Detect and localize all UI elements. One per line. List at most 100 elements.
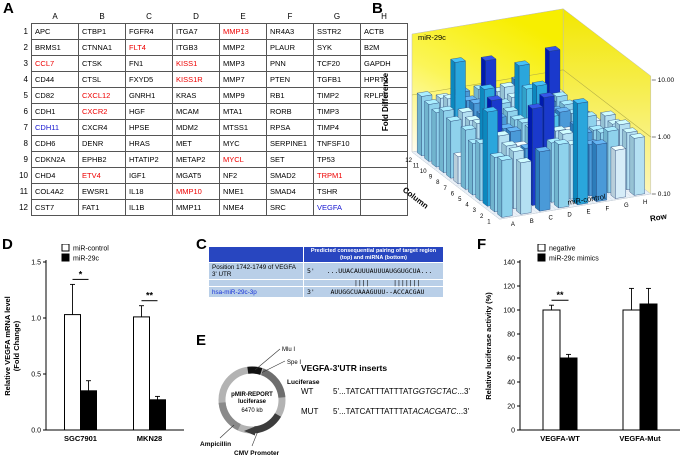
plasmid-name-line2: luciferase bbox=[238, 399, 267, 405]
gene-cell: TGFB1 bbox=[313, 71, 361, 88]
vegfa-mrna-bar-chart: Relative VEGFA mRNA level (Fold Change) 0.… bbox=[3, 244, 184, 443]
gene-cell: APC bbox=[31, 23, 79, 40]
col-header-row: A B C D E F G H bbox=[16, 10, 408, 24]
gene-cell: BRMS1 bbox=[31, 39, 79, 56]
bar-3d-face bbox=[520, 160, 532, 215]
bar-3d-face bbox=[535, 148, 540, 212]
y-axis-title: Row bbox=[649, 212, 668, 224]
bar-3d-face bbox=[475, 139, 481, 202]
panel-label-f: F bbox=[477, 236, 487, 253]
row-header: 12 bbox=[19, 203, 28, 212]
wt-insert-line: WT 5'...TATCATTTATTTATGGTGCTAC...3' bbox=[301, 387, 470, 396]
gene-cell: EPHB2 bbox=[78, 151, 126, 168]
bar-3d-face bbox=[552, 91, 568, 97]
bar-3d-face bbox=[431, 108, 437, 168]
gene-cell bbox=[360, 199, 408, 216]
bar-3d-face bbox=[450, 57, 466, 63]
legend-label: miR-29c bbox=[73, 256, 100, 263]
bar-3d-face bbox=[539, 149, 551, 212]
y-tick-label: 140 bbox=[503, 260, 515, 267]
luciferase-bar-chart: Relative luciferase activity (%) 0 20 40 60 8… bbox=[484, 244, 680, 443]
bar-3d-face bbox=[603, 126, 619, 132]
gene-cell: NME4 bbox=[219, 199, 267, 216]
ampicillin-segment bbox=[218, 402, 241, 431]
gene-cell: NF2 bbox=[219, 167, 267, 184]
gene-row: 11 COL4A2 EWSR1 IL18 MMP10 NME1 SMAD4 TSHR bbox=[16, 183, 408, 200]
gene-cell: MGAT5 bbox=[172, 167, 220, 184]
y-tick-label: 1.5 bbox=[31, 260, 41, 267]
row-header: 9 bbox=[23, 155, 28, 164]
z-tick-label: 1.00 bbox=[658, 134, 671, 141]
spe1-label: Spe I bbox=[287, 360, 301, 366]
mirna-label: hsa-miR-29c-3p bbox=[208, 286, 304, 299]
column-tick-label: 7 bbox=[443, 186, 447, 192]
position-label: Position 1742-1749 of VEGFA 3' UTR bbox=[208, 262, 304, 281]
panel-label-b: B bbox=[372, 0, 383, 17]
z-tick-label: 10.00 bbox=[658, 77, 675, 84]
gene-cell: VEGFA bbox=[313, 199, 361, 216]
mut-seq-italic: ACACGATC bbox=[412, 407, 457, 416]
gene-cell: KISS1R bbox=[172, 71, 220, 88]
plasmid-map: Mlu I Spe I Luciferase pMIR-REPORT lucif… bbox=[200, 347, 320, 457]
gene-row: 5 CD82 CXCL12 GNRH1 KRAS MMP9 RB1 TIMP2 RPLP0 bbox=[16, 87, 408, 104]
gene-cell: ITGA7 bbox=[172, 23, 220, 40]
gene-row: 6 CDH1 CXCR2 HGF MCAM MTA1 RORB TIMP3 bbox=[16, 103, 408, 120]
row-header: 10 bbox=[19, 171, 28, 180]
bar-3d-face bbox=[438, 107, 444, 174]
gene-cell: ETV4 bbox=[78, 167, 126, 184]
gene-cell: MMP2 bbox=[219, 39, 267, 56]
gene-cell: TCF20 bbox=[313, 55, 361, 72]
gene-cell: CTNNA1 bbox=[78, 39, 126, 56]
bar-3d-face bbox=[501, 140, 518, 147]
gene-cell: MMP3 bbox=[219, 55, 267, 72]
bar-3d-face bbox=[527, 103, 544, 109]
gene-cell: RORB bbox=[266, 103, 314, 120]
y-tick-label: 40 bbox=[507, 380, 515, 387]
y-tick-label: 0 bbox=[511, 428, 515, 435]
bar-3d-face bbox=[600, 110, 616, 117]
bar-3d-face bbox=[497, 156, 503, 218]
bar-3d-face bbox=[502, 106, 519, 112]
gene-cell: CTSL bbox=[78, 71, 126, 88]
bar-3d-face bbox=[572, 99, 578, 206]
gene-cell: FN1 bbox=[125, 55, 173, 72]
gene-cell: IL1B bbox=[125, 199, 173, 216]
gene-cell: CDKN2A bbox=[31, 151, 79, 168]
bar-3d-face bbox=[614, 119, 631, 125]
bar-3d-face bbox=[577, 101, 589, 206]
gene-cell: RPSA bbox=[266, 119, 314, 136]
gene-cell: CCL7 bbox=[31, 55, 79, 72]
bar-3d-face bbox=[480, 55, 497, 61]
bar-3d-face bbox=[490, 153, 495, 213]
row-tick-label: E bbox=[586, 209, 590, 215]
series-annotation-top: miR-29c bbox=[418, 33, 446, 42]
bar-3d-face bbox=[553, 139, 570, 145]
cmv-promoter-label: CMV Promoter bbox=[234, 450, 280, 457]
pairing-header-cell: Predicted consequential pairing of targe… bbox=[303, 245, 444, 264]
gene-row: 2 BRMS1 CTNNA1 FLT4 ITGB3 MMP2 PLAUR SYK B2M bbox=[16, 39, 408, 56]
gene-cell: MYC bbox=[219, 135, 267, 152]
row-header: 3 bbox=[23, 59, 28, 68]
column-tick-label: 10 bbox=[420, 169, 427, 175]
bar-3d-face bbox=[629, 133, 646, 139]
gene-cell: TIMP3 bbox=[313, 103, 361, 120]
row-tick-label: C bbox=[549, 216, 554, 222]
bar-3d-face bbox=[634, 136, 645, 196]
bar bbox=[622, 309, 641, 431]
luciferase-segment bbox=[260, 368, 286, 398]
column-tick-label: 6 bbox=[451, 191, 455, 197]
floor-grid-line bbox=[499, 193, 651, 220]
gene-cell: MTA1 bbox=[219, 103, 267, 120]
cmv-arrowhead bbox=[244, 426, 255, 436]
gene-cell: HGF bbox=[125, 103, 173, 120]
y-axis-title: (Fold Change) bbox=[12, 320, 21, 371]
y-tick-label: 20 bbox=[507, 404, 515, 411]
gene-cell: TIMP2 bbox=[313, 87, 361, 104]
gene-cell: PTEN bbox=[266, 71, 314, 88]
bar bbox=[542, 309, 561, 431]
bar-3d-face bbox=[501, 158, 513, 218]
sig-label: ** bbox=[556, 290, 564, 300]
ampicillin-pointer-line bbox=[219, 424, 235, 439]
gene-cell: SMAD4 bbox=[266, 183, 314, 200]
